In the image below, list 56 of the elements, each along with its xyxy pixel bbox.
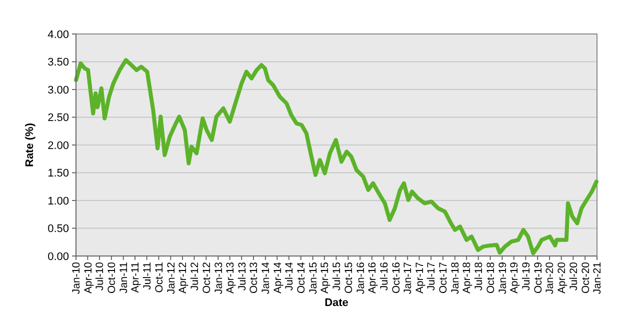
y-tick-label: 3.50 bbox=[48, 56, 69, 69]
x-tick-label: Jan-17 bbox=[402, 262, 414, 294]
x-tick-label: Oct-13 bbox=[248, 262, 260, 294]
x-tick-label: Apr-19 bbox=[508, 262, 521, 294]
x-tick-label: Oct-10 bbox=[106, 262, 118, 294]
x-tick-label: Jan-20 bbox=[544, 262, 556, 294]
x-tick-label: Jul-11 bbox=[141, 262, 154, 290]
x-tick-label: Jul-17 bbox=[426, 262, 438, 291]
x-tick-label: Jan-19 bbox=[496, 262, 509, 294]
x-tick-label: Jul-15 bbox=[330, 262, 343, 291]
y-tick-label: 0.50 bbox=[48, 223, 69, 236]
x-tick-label: Jul-20 bbox=[568, 262, 580, 291]
x-tick-label: Jan-12 bbox=[165, 262, 178, 294]
x-tick-label: Apr-11 bbox=[130, 262, 142, 293]
x-tick-label: Oct-14 bbox=[296, 262, 308, 294]
x-tick-label: Apr-14 bbox=[272, 262, 284, 294]
x-tick-label: Apr-16 bbox=[366, 262, 379, 294]
y-tick-label: 2.00 bbox=[48, 140, 69, 152]
x-tick-label: Apr-12 bbox=[177, 262, 190, 294]
y-tick-label: 3.00 bbox=[48, 84, 69, 96]
x-tick-label: Jan-21 bbox=[592, 262, 604, 294]
y-axis-title: Rate (%) bbox=[24, 122, 36, 168]
x-tick-label: Oct-17 bbox=[438, 262, 450, 294]
x-tick-label: Jan-16 bbox=[354, 262, 367, 294]
y-tick-label: 0.00 bbox=[48, 250, 69, 263]
y-tick-label: 2.50 bbox=[48, 112, 69, 124]
x-tick-label: Oct-19 bbox=[532, 262, 544, 294]
x-tick-label: Oct-16 bbox=[390, 262, 402, 294]
x-tick-label: Oct-20 bbox=[580, 262, 592, 294]
x-tick-label: Apr-15 bbox=[319, 262, 332, 294]
x-tick-label: Jul-18 bbox=[473, 262, 486, 291]
y-tick-label: 4.00 bbox=[48, 28, 69, 41]
x-tick-label: Jul-12 bbox=[188, 262, 201, 291]
x-tick-label: Jul-19 bbox=[520, 262, 532, 291]
x-tick-label: Oct-11 bbox=[153, 262, 166, 293]
x-tick-label: Apr-17 bbox=[414, 262, 426, 294]
y-tick-label: 1.00 bbox=[48, 195, 69, 208]
x-tick-label: Jan-13 bbox=[212, 262, 225, 294]
x-tick-label: Oct-18 bbox=[484, 262, 497, 294]
x-tick-label: Jul-13 bbox=[236, 262, 248, 291]
x-tick-label: Jan-18 bbox=[450, 262, 462, 294]
y-tick-label: 1.50 bbox=[48, 168, 69, 180]
x-axis-title: Date bbox=[324, 297, 348, 309]
x-tick-label: Apr-13 bbox=[224, 262, 236, 294]
x-tick-label: Apr-18 bbox=[461, 262, 474, 294]
x-tick-label: Apr-10 bbox=[82, 262, 94, 294]
x-tick-label: Jan-15 bbox=[307, 262, 320, 294]
x-tick-label: Jan-14 bbox=[260, 262, 272, 294]
x-tick-label: Jan-11 bbox=[118, 262, 130, 294]
x-tick-label: Oct-12 bbox=[200, 262, 213, 294]
x-tick-label: Jul-10 bbox=[94, 262, 106, 291]
x-tick-label: Jul-16 bbox=[378, 262, 390, 291]
x-tick-label: Apr-20 bbox=[556, 262, 568, 294]
x-tick-label: Jan-10 bbox=[70, 262, 83, 294]
x-tick-label: Oct-15 bbox=[342, 262, 355, 294]
x-tick-label: Jul-14 bbox=[284, 262, 296, 291]
